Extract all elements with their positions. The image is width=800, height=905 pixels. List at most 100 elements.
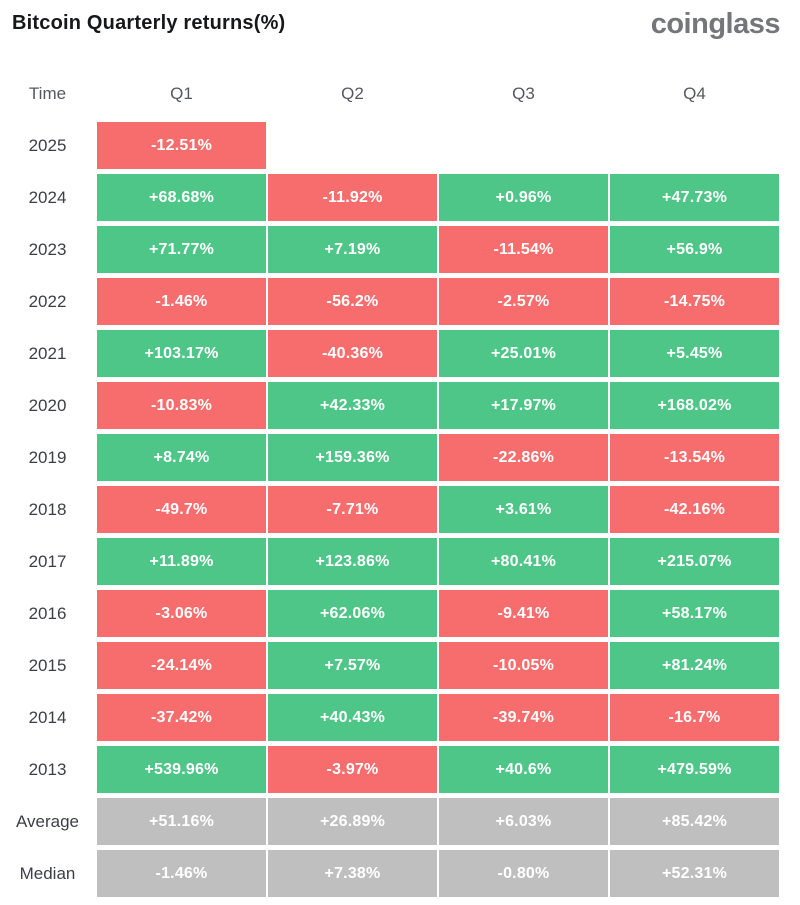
table-row-2022: 2022 -1.46% -56.2% -2.57% -14.75% bbox=[0, 273, 800, 325]
row-label: 2018 bbox=[28, 499, 67, 519]
return-cell: -11.92% bbox=[268, 174, 437, 221]
return-cell: -56.2% bbox=[268, 278, 437, 325]
row-label: 2015 bbox=[28, 655, 67, 675]
row-label: 2013 bbox=[28, 759, 67, 779]
coinglass-logo: coinglass bbox=[650, 8, 781, 40]
return-cell bbox=[268, 122, 437, 169]
summary-cell: +7.38% bbox=[268, 850, 437, 897]
return-cell: +123.86% bbox=[268, 538, 437, 585]
return-cell: +68.68% bbox=[97, 174, 266, 221]
return-cell: +479.59% bbox=[610, 746, 779, 793]
column-header-row: Time Q1 Q2 Q3 Q4 bbox=[0, 82, 800, 106]
summary-cell: -0.80% bbox=[439, 850, 608, 897]
summary-cell: +85.42% bbox=[610, 798, 779, 845]
table-row-2014: 2014 -37.42% +40.43% -39.74% -16.7% bbox=[0, 689, 800, 741]
return-cell: -2.57% bbox=[439, 278, 608, 325]
table-row-2024: 2024 +68.68% -11.92% +0.96% +47.73% bbox=[0, 169, 800, 221]
return-cell: -40.36% bbox=[268, 330, 437, 377]
return-cell: -24.14% bbox=[97, 642, 266, 689]
table-row-average: Average +51.16% +26.89% +6.03% +85.42% bbox=[0, 793, 800, 845]
table-row-2025: 2025 -12.51% bbox=[0, 117, 800, 169]
summary-cell: +52.31% bbox=[610, 850, 779, 897]
column-header-q4: Q4 bbox=[683, 84, 706, 103]
row-label: 2016 bbox=[28, 603, 67, 623]
return-cell: -1.46% bbox=[97, 278, 266, 325]
column-header-q2: Q2 bbox=[341, 84, 364, 103]
return-cell: +0.96% bbox=[439, 174, 608, 221]
table-row-2013: 2013 +539.96% -3.97% +40.6% +479.59% bbox=[0, 741, 800, 793]
return-cell: +80.41% bbox=[439, 538, 608, 585]
return-cell: +7.57% bbox=[268, 642, 437, 689]
return-cell: +62.06% bbox=[268, 590, 437, 637]
return-cell: +11.89% bbox=[97, 538, 266, 585]
return-cell: -49.7% bbox=[97, 486, 266, 533]
row-label: 2019 bbox=[28, 447, 67, 467]
page-title: Bitcoin Quarterly returns(%) bbox=[12, 12, 286, 34]
return-cell: +71.77% bbox=[97, 226, 266, 273]
return-cell: -12.51% bbox=[97, 122, 266, 169]
return-cell bbox=[610, 122, 779, 169]
row-label: 2020 bbox=[28, 395, 67, 415]
return-cell: +40.43% bbox=[268, 694, 437, 741]
table-row-2019: 2019 +8.74% +159.36% -22.86% -13.54% bbox=[0, 429, 800, 481]
column-header-time: Time bbox=[28, 84, 67, 103]
table-row-2023: 2023 +71.77% +7.19% -11.54% +56.9% bbox=[0, 221, 800, 273]
table-row-2021: 2021 +103.17% -40.36% +25.01% +5.45% bbox=[0, 325, 800, 377]
return-cell: -37.42% bbox=[97, 694, 266, 741]
table-row-2015: 2015 -24.14% +7.57% -10.05% +81.24% bbox=[0, 637, 800, 689]
return-cell: +8.74% bbox=[97, 434, 266, 481]
topbar: Bitcoin Quarterly returns(%) coinglass bbox=[0, 0, 800, 52]
return-cell: -10.05% bbox=[439, 642, 608, 689]
return-cell: +539.96% bbox=[97, 746, 266, 793]
return-cell: -42.16% bbox=[610, 486, 779, 533]
return-cell: +25.01% bbox=[439, 330, 608, 377]
return-cell: +17.97% bbox=[439, 382, 608, 429]
column-header-q1: Q1 bbox=[170, 84, 193, 103]
return-cell: -10.83% bbox=[97, 382, 266, 429]
table-row-2018: 2018 -49.7% -7.71% +3.61% -42.16% bbox=[0, 481, 800, 533]
row-label: Average bbox=[15, 811, 79, 831]
return-cell: +47.73% bbox=[610, 174, 779, 221]
return-cell: +81.24% bbox=[610, 642, 779, 689]
summary-cell: +26.89% bbox=[268, 798, 437, 845]
return-cell: -3.06% bbox=[97, 590, 266, 637]
return-cell: +42.33% bbox=[268, 382, 437, 429]
return-cell: +168.02% bbox=[610, 382, 779, 429]
return-cell: +3.61% bbox=[439, 486, 608, 533]
return-cell: -7.71% bbox=[268, 486, 437, 533]
table-row-2020: 2020 -10.83% +42.33% +17.97% +168.02% bbox=[0, 377, 800, 429]
returns-table: 2025 -12.51% 2024 +68.68% -11.92% +0.96%… bbox=[0, 117, 800, 897]
return-cell: +56.9% bbox=[610, 226, 779, 273]
row-label: 2017 bbox=[28, 551, 67, 571]
return-cell: +58.17% bbox=[610, 590, 779, 637]
summary-cell: +6.03% bbox=[439, 798, 608, 845]
return-cell: -14.75% bbox=[610, 278, 779, 325]
summary-cell: +51.16% bbox=[97, 798, 266, 845]
table-row-2016: 2016 -3.06% +62.06% -9.41% +58.17% bbox=[0, 585, 800, 637]
return-cell: +40.6% bbox=[439, 746, 608, 793]
column-header-q3: Q3 bbox=[512, 84, 535, 103]
return-cell: -11.54% bbox=[439, 226, 608, 273]
row-label: Median bbox=[19, 863, 76, 883]
table-row-median: Median -1.46% +7.38% -0.80% +52.31% bbox=[0, 845, 800, 897]
row-label: 2023 bbox=[28, 239, 67, 259]
return-cell: +159.36% bbox=[268, 434, 437, 481]
return-cell: -9.41% bbox=[439, 590, 608, 637]
row-label: 2014 bbox=[28, 707, 67, 727]
return-cell: -39.74% bbox=[439, 694, 608, 741]
return-cell: -13.54% bbox=[610, 434, 779, 481]
return-cell: +103.17% bbox=[97, 330, 266, 377]
row-label: 2025 bbox=[28, 135, 67, 155]
return-cell: +215.07% bbox=[610, 538, 779, 585]
row-label: 2024 bbox=[28, 187, 67, 207]
return-cell bbox=[439, 122, 608, 169]
return-cell: +5.45% bbox=[610, 330, 779, 377]
row-label: 2022 bbox=[28, 291, 67, 311]
table-row-2017: 2017 +11.89% +123.86% +80.41% +215.07% bbox=[0, 533, 800, 585]
row-label: 2021 bbox=[28, 343, 67, 363]
return-cell: -22.86% bbox=[439, 434, 608, 481]
return-cell: +7.19% bbox=[268, 226, 437, 273]
summary-cell: -1.46% bbox=[97, 850, 266, 897]
return-cell: -3.97% bbox=[268, 746, 437, 793]
